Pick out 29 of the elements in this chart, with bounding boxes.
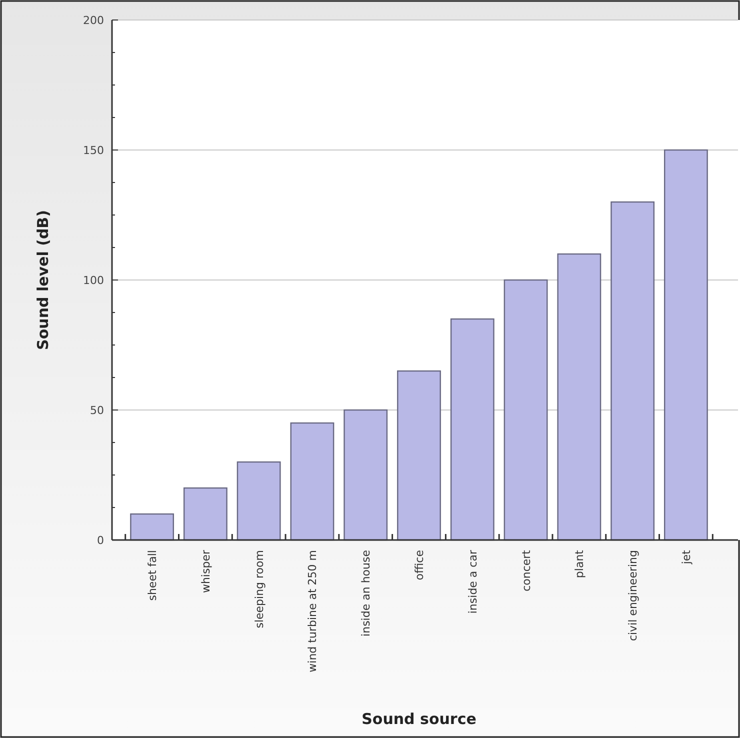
x-tick-label: plant [573, 549, 586, 578]
x-tick-label: inside an house [360, 550, 373, 636]
x-tick-label: whisper [199, 550, 212, 594]
bar [664, 149, 708, 541]
bar [610, 201, 655, 541]
x-tick-label: sheet fall [146, 550, 160, 601]
bar [557, 253, 602, 541]
y-tick-label: 100 [83, 274, 104, 287]
x-tick-label: concert [520, 549, 533, 592]
bar [450, 318, 494, 541]
bar [397, 370, 441, 541]
x-tick-label: jet [680, 549, 693, 566]
bar [290, 422, 334, 541]
x-axis-title: Sound source [362, 710, 476, 728]
x-tick-label: wind turbine at 250 m [306, 550, 320, 672]
y-tick-label: 50 [90, 404, 104, 417]
bar [344, 409, 388, 541]
x-tick-label: civil engineering [626, 550, 640, 642]
x-tick-label: office [413, 550, 426, 580]
bar [504, 279, 548, 541]
bar [130, 513, 174, 541]
bar [183, 487, 228, 541]
bar [236, 461, 281, 541]
x-tick-label: sleeping room [252, 550, 266, 628]
x-tick-label: inside a car [466, 550, 480, 614]
y-tick-label: 150 [83, 144, 104, 157]
y-axis-title: Sound level (dB) [34, 210, 52, 350]
y-tick-label: 200 [83, 14, 104, 27]
y-tick-label: 0 [97, 534, 104, 547]
